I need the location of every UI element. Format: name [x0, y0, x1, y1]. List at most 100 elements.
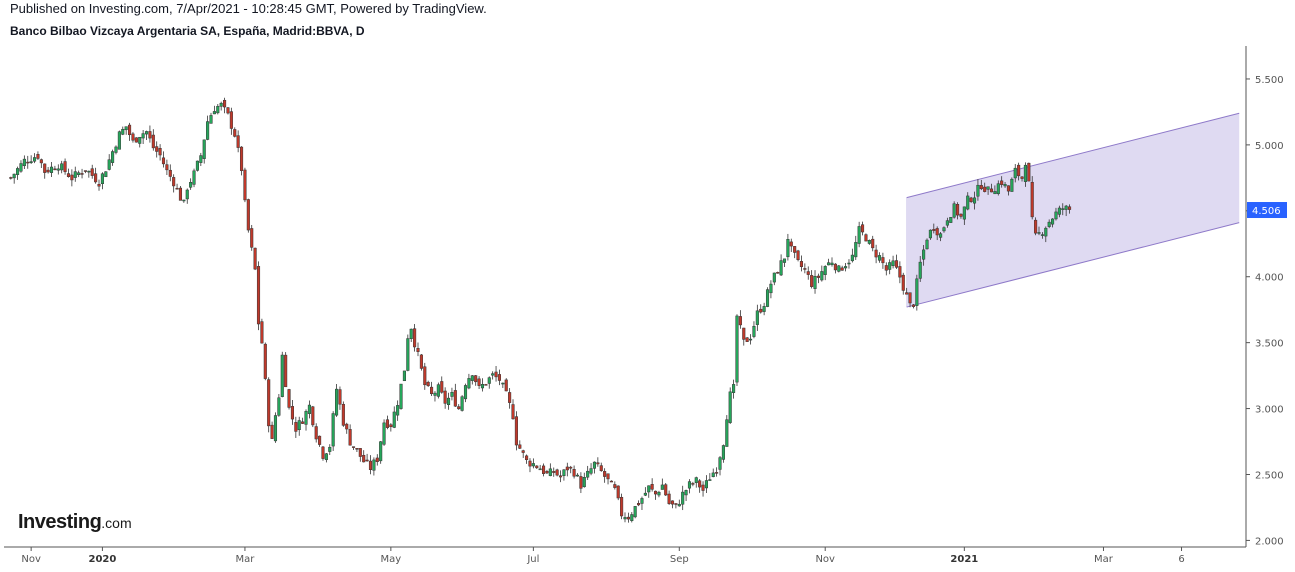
candle[interactable]	[66, 168, 71, 178]
candle[interactable]	[382, 419, 386, 446]
candle[interactable]	[871, 235, 875, 252]
candle[interactable]	[121, 126, 125, 136]
candle[interactable]	[647, 485, 651, 498]
time-axis[interactable]: Nov 2020 Mar May Jul Sep Nov 2021 Mar 6	[21, 547, 1185, 565]
candle[interactable]	[586, 465, 590, 480]
candle[interactable]	[413, 324, 417, 352]
candle[interactable]	[908, 292, 912, 308]
candle[interactable]	[70, 169, 74, 187]
candle[interactable]	[80, 168, 84, 179]
candle[interactable]	[596, 457, 600, 467]
candle[interactable]	[538, 464, 542, 471]
candle[interactable]	[827, 258, 831, 266]
candle[interactable]	[711, 468, 715, 478]
candle[interactable]	[453, 383, 457, 407]
candle[interactable]	[548, 463, 552, 477]
candle[interactable]	[782, 258, 787, 268]
candle[interactable]	[966, 192, 970, 211]
candle[interactable]	[715, 467, 719, 477]
candle[interactable]	[318, 435, 322, 447]
candle[interactable]	[542, 463, 546, 477]
candle[interactable]	[674, 503, 678, 509]
candle[interactable]	[776, 271, 780, 274]
candle[interactable]	[569, 465, 573, 474]
candle[interactable]	[124, 126, 128, 135]
candle[interactable]	[270, 421, 274, 439]
candle[interactable]	[53, 165, 57, 171]
candle[interactable]	[39, 158, 43, 168]
candle[interactable]	[945, 217, 949, 228]
channel-upper-line[interactable]	[906, 112, 1240, 199]
candle[interactable]	[664, 482, 668, 497]
candle[interactable]	[311, 405, 315, 428]
candle[interactable]	[280, 351, 284, 398]
candle[interactable]	[185, 188, 189, 204]
candle[interactable]	[304, 409, 308, 431]
candle[interactable]	[148, 125, 152, 143]
candle[interactable]	[141, 130, 145, 145]
candle[interactable]	[708, 473, 712, 481]
candle[interactable]	[779, 254, 783, 276]
candle[interactable]	[1027, 162, 1031, 182]
candle[interactable]	[833, 263, 837, 274]
candle[interactable]	[789, 238, 793, 252]
candle[interactable]	[993, 185, 997, 195]
candle[interactable]	[1064, 204, 1068, 217]
candle[interactable]	[521, 449, 525, 458]
candle[interactable]	[277, 394, 281, 417]
candle[interactable]	[810, 270, 814, 289]
candle[interactable]	[725, 415, 729, 447]
candle[interactable]	[799, 255, 804, 272]
candle[interactable]	[545, 469, 549, 474]
candle[interactable]	[606, 473, 610, 485]
candle[interactable]	[528, 458, 532, 473]
candle[interactable]	[345, 422, 349, 434]
candle[interactable]	[687, 479, 692, 494]
candle[interactable]	[1054, 207, 1058, 221]
candle[interactable]	[243, 167, 247, 203]
candle[interactable]	[555, 468, 559, 477]
candle[interactable]	[1020, 176, 1024, 182]
candle[interactable]	[888, 259, 892, 275]
candle[interactable]	[837, 265, 841, 273]
candle[interactable]	[335, 383, 339, 417]
candle[interactable]	[650, 478, 654, 492]
candle[interactable]	[263, 342, 267, 381]
candle[interactable]	[881, 252, 885, 269]
candle[interactable]	[290, 400, 294, 425]
candle[interactable]	[698, 479, 702, 493]
candle[interactable]	[769, 280, 773, 299]
candle[interactable]	[206, 115, 210, 141]
candle[interactable]	[36, 151, 40, 161]
candle[interactable]	[816, 273, 820, 284]
candle[interactable]	[847, 259, 851, 269]
candle[interactable]	[467, 373, 471, 390]
candle[interactable]	[860, 221, 865, 236]
candle[interactable]	[640, 496, 644, 510]
candle[interactable]	[609, 480, 613, 483]
candle[interactable]	[246, 198, 250, 233]
candle[interactable]	[996, 180, 1000, 196]
candle[interactable]	[928, 229, 932, 240]
candle[interactable]	[297, 416, 301, 436]
candle[interactable]	[759, 304, 763, 314]
candle[interactable]	[735, 314, 739, 387]
candle[interactable]	[901, 272, 905, 295]
candle[interactable]	[392, 406, 396, 429]
candle[interactable]	[114, 145, 118, 155]
candle[interactable]	[1017, 162, 1021, 181]
candle[interactable]	[762, 302, 766, 316]
candle[interactable]	[935, 226, 939, 241]
candle[interactable]	[956, 202, 960, 220]
candle[interactable]	[657, 490, 661, 498]
candle[interactable]	[925, 238, 929, 250]
candle[interactable]	[742, 327, 746, 346]
candle[interactable]	[229, 107, 233, 135]
candle[interactable]	[430, 381, 434, 397]
candle[interactable]	[348, 424, 352, 446]
candle[interactable]	[97, 179, 101, 191]
candle[interactable]	[301, 417, 305, 424]
candle[interactable]	[463, 383, 468, 403]
candle[interactable]	[107, 154, 111, 171]
